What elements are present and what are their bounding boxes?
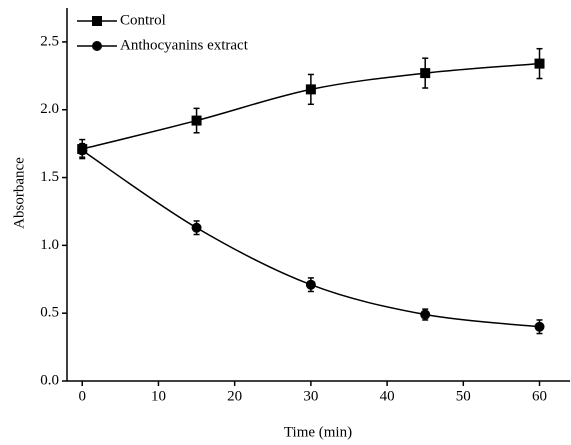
marker: [420, 309, 431, 320]
x-tick-label: 0: [78, 388, 86, 404]
marker: [92, 16, 102, 26]
y-tick-label: 1.0: [40, 237, 59, 253]
x-tick-label: 30: [303, 388, 318, 404]
x-axis-label: Time (min): [284, 424, 352, 440]
legend-label: Anthocyanins extract: [120, 37, 249, 53]
x-tick-label: 20: [227, 388, 242, 404]
marker: [191, 115, 202, 126]
marker: [534, 58, 545, 69]
x-tick-label: 40: [380, 388, 395, 404]
series-line: [81, 149, 540, 328]
y-tick-label: 2.5: [40, 33, 59, 49]
y-tick-label: 2.0: [40, 101, 59, 117]
marker: [305, 279, 316, 290]
y-axis-label: Absorbance: [11, 157, 27, 229]
marker: [305, 84, 316, 95]
y-tick-label: 0.5: [40, 305, 59, 321]
y-tick-label: 0.0: [40, 372, 59, 388]
marker: [92, 41, 102, 51]
x-tick-label: 10: [151, 388, 166, 404]
marker: [420, 68, 431, 79]
x-tick-label: 60: [532, 388, 547, 404]
marker: [534, 321, 545, 332]
y-tick-label: 1.5: [40, 169, 59, 185]
marker: [77, 145, 88, 156]
x-tick-label: 50: [456, 388, 471, 404]
legend-label: Control: [120, 12, 166, 28]
marker: [191, 222, 202, 233]
